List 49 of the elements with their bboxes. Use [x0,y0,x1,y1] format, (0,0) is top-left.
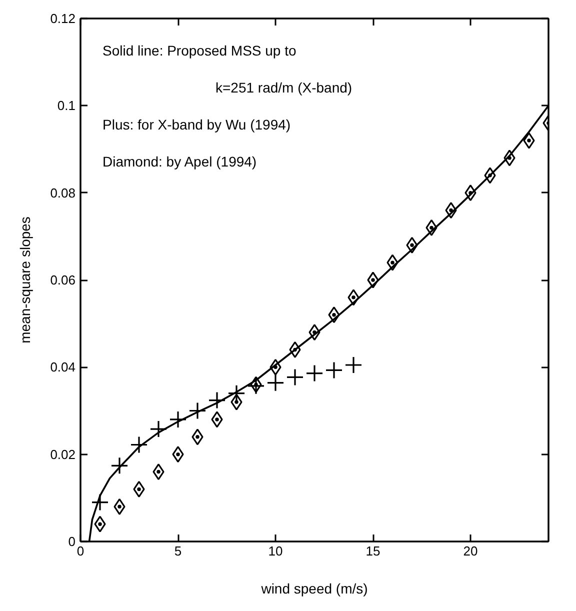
point [367,272,379,288]
point [150,420,168,438]
point [504,150,516,166]
point [464,184,476,202]
point [286,368,304,386]
point [328,306,340,324]
point [426,219,438,236]
point [250,376,262,393]
point [247,377,265,395]
point [348,289,360,306]
point [188,402,206,420]
y-tick-label: 0.1 [57,98,76,114]
point [172,446,184,463]
point [406,236,418,254]
point [94,516,106,532]
y-axis-title: mean-square slopes [17,216,34,344]
point [192,428,204,446]
point [91,493,109,512]
point [266,374,284,392]
point [133,480,145,498]
point [228,384,246,402]
point [114,498,126,515]
x-axis-title: wind speed (m/s) [260,580,368,596]
point [169,410,187,428]
point [208,391,226,410]
y-tick-label: 0.02 [50,446,76,462]
point [211,411,223,428]
point [130,436,148,454]
point [386,254,398,271]
y-tick-label: 0.08 [50,185,76,200]
point [325,361,343,380]
y-tick-label: 0.12 [50,11,76,26]
x-tick-label: 15 [366,544,380,558]
y-tick-label: 0.04 [50,360,76,375]
annotation: Plus: for X-band by Wu (1994) [102,116,291,132]
point [308,324,320,341]
x-tick-label: 20 [463,544,478,558]
annotation: Diamond: by Apel (1994) [102,154,257,170]
x-tick-label: 10 [268,544,283,558]
point [306,364,324,382]
point [230,394,242,410]
annotation: k=251 rad/m (X-band) [216,80,352,96]
x-tick-label: 5 [174,544,182,558]
point [523,132,535,149]
y-tick-label: 0.06 [50,272,76,288]
point [110,456,128,474]
point [344,356,362,374]
annotation: Solid line: Proposed MSS up to [102,42,296,58]
y-tick-label: 0 [68,534,76,549]
